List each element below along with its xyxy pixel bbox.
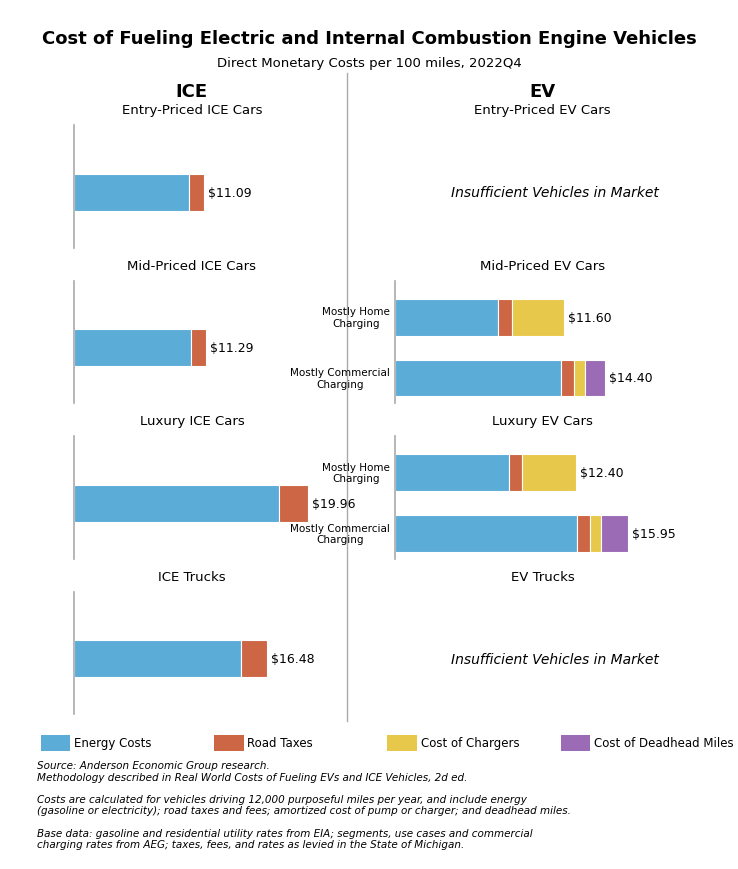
Text: Road Taxes: Road Taxes <box>247 737 313 749</box>
Bar <box>574 360 584 397</box>
Text: EV: EV <box>529 83 556 101</box>
Bar <box>395 515 577 553</box>
Bar <box>189 175 204 211</box>
Text: Base data: gasoline and residential utility rates from EIA; segments, use cases : Base data: gasoline and residential util… <box>37 828 533 838</box>
Text: ICE Trucks: ICE Trucks <box>158 570 226 583</box>
Text: Mostly Home
Charging: Mostly Home Charging <box>322 462 390 484</box>
Bar <box>74 329 190 367</box>
Text: Mid-Priced ICE Cars: Mid-Priced ICE Cars <box>128 260 256 273</box>
Text: $15.95: $15.95 <box>632 527 676 541</box>
Text: Entry-Priced EV Cars: Entry-Priced EV Cars <box>474 104 611 117</box>
Text: Insufficient Vehicles in Market: Insufficient Vehicles in Market <box>452 186 659 200</box>
Bar <box>279 485 308 522</box>
Text: Cost of Deadhead Miles: Cost of Deadhead Miles <box>594 737 734 749</box>
Bar <box>74 175 189 211</box>
Text: $12.40: $12.40 <box>580 467 624 480</box>
Bar <box>74 640 241 677</box>
Text: $16.48: $16.48 <box>271 653 314 666</box>
Text: EV Trucks: EV Trucks <box>511 570 574 583</box>
Bar <box>74 485 279 522</box>
Bar <box>395 299 498 336</box>
Bar <box>590 515 601 553</box>
Bar <box>584 360 605 397</box>
Text: Insufficient Vehicles in Market: Insufficient Vehicles in Market <box>452 652 659 666</box>
Bar <box>508 454 522 492</box>
Bar <box>601 515 627 553</box>
Text: $11.60: $11.60 <box>568 311 612 324</box>
Text: Source: Anderson Economic Group research.: Source: Anderson Economic Group research… <box>37 760 269 770</box>
Text: Mid-Priced EV Cars: Mid-Priced EV Cars <box>480 260 605 273</box>
Bar <box>498 299 511 336</box>
Bar <box>522 454 576 492</box>
Text: (gasoline or electricity); road taxes and fees; amortized cost of pump or charge: (gasoline or electricity); road taxes an… <box>37 806 570 815</box>
Bar <box>577 515 590 553</box>
Text: ICE: ICE <box>176 83 208 101</box>
Text: Cost of Chargers: Cost of Chargers <box>421 737 520 749</box>
Text: Mostly Commercial
Charging: Mostly Commercial Charging <box>290 523 390 545</box>
Bar <box>190 329 207 367</box>
Text: Direct Monetary Costs per 100 miles, 2022Q4: Direct Monetary Costs per 100 miles, 202… <box>217 56 521 70</box>
Text: charging rates from AEG; taxes, fees, and rates as levied in the State of Michig: charging rates from AEG; taxes, fees, an… <box>37 839 464 849</box>
Text: $11.09: $11.09 <box>207 186 251 199</box>
Text: Entry-Priced ICE Cars: Entry-Priced ICE Cars <box>122 104 262 117</box>
Text: Mostly Commercial
Charging: Mostly Commercial Charging <box>290 368 390 389</box>
Text: Luxury EV Cars: Luxury EV Cars <box>492 415 593 428</box>
Text: Cost of Fueling Electric and Internal Combustion Engine Vehicles: Cost of Fueling Electric and Internal Co… <box>41 30 697 49</box>
Bar <box>395 360 561 397</box>
Text: Mostly Home
Charging: Mostly Home Charging <box>322 307 390 328</box>
Text: Methodology described in Real World Costs of Fueling EVs and ICE Vehicles, 2d ed: Methodology described in Real World Cost… <box>37 772 467 781</box>
Bar <box>561 360 574 397</box>
Text: $11.29: $11.29 <box>210 342 253 355</box>
Text: Costs are calculated for vehicles driving 12,000 purposeful miles per year, and : Costs are calculated for vehicles drivin… <box>37 794 527 804</box>
Text: Energy Costs: Energy Costs <box>74 737 151 749</box>
Bar <box>511 299 564 336</box>
Text: Luxury ICE Cars: Luxury ICE Cars <box>139 415 244 428</box>
Bar <box>241 640 267 677</box>
Text: $14.40: $14.40 <box>610 372 653 385</box>
Bar <box>395 454 508 492</box>
Text: $19.96: $19.96 <box>311 497 355 510</box>
